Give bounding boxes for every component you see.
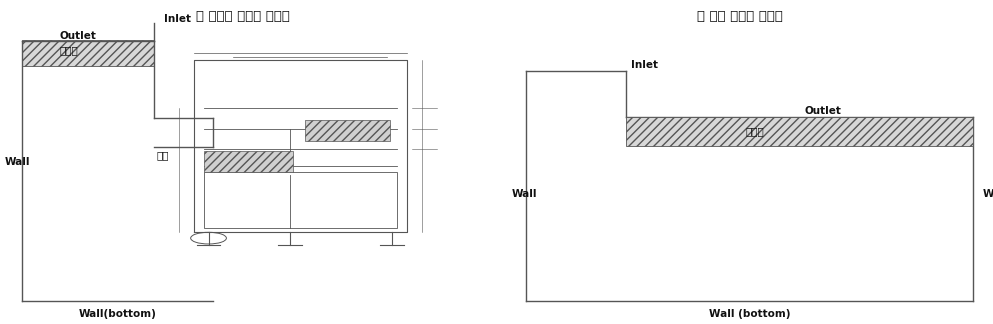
Text: Outlet: Outlet: [60, 31, 96, 41]
Bar: [204, 172, 397, 228]
Text: Wall: Wall: [983, 190, 993, 199]
Text: 경사판: 경사판: [746, 126, 764, 136]
Text: Wall (bottom): Wall (bottom): [709, 309, 790, 319]
Text: 배풀: 배풀: [157, 151, 170, 160]
Text: 본 연구단 침전조 플랜트: 본 연구단 침전조 플랜트: [197, 10, 290, 23]
Text: Symmetric: Symmetric: [213, 160, 277, 170]
Text: Wall(bottom): Wall(bottom): [78, 309, 156, 319]
Bar: [204, 151, 293, 172]
Text: Inlet: Inlet: [631, 60, 657, 70]
Bar: [626, 117, 973, 146]
Bar: [22, 40, 154, 66]
Text: Outlet: Outlet: [804, 106, 841, 116]
Text: Wall: Wall: [5, 157, 31, 167]
Text: 타 모델 침전조 플랜트: 타 모델 침전조 플랜트: [697, 10, 782, 23]
Bar: [305, 120, 390, 141]
Text: Wall: Wall: [511, 190, 537, 199]
Text: 경사판: 경사판: [60, 45, 78, 55]
Text: Inlet: Inlet: [164, 15, 191, 24]
